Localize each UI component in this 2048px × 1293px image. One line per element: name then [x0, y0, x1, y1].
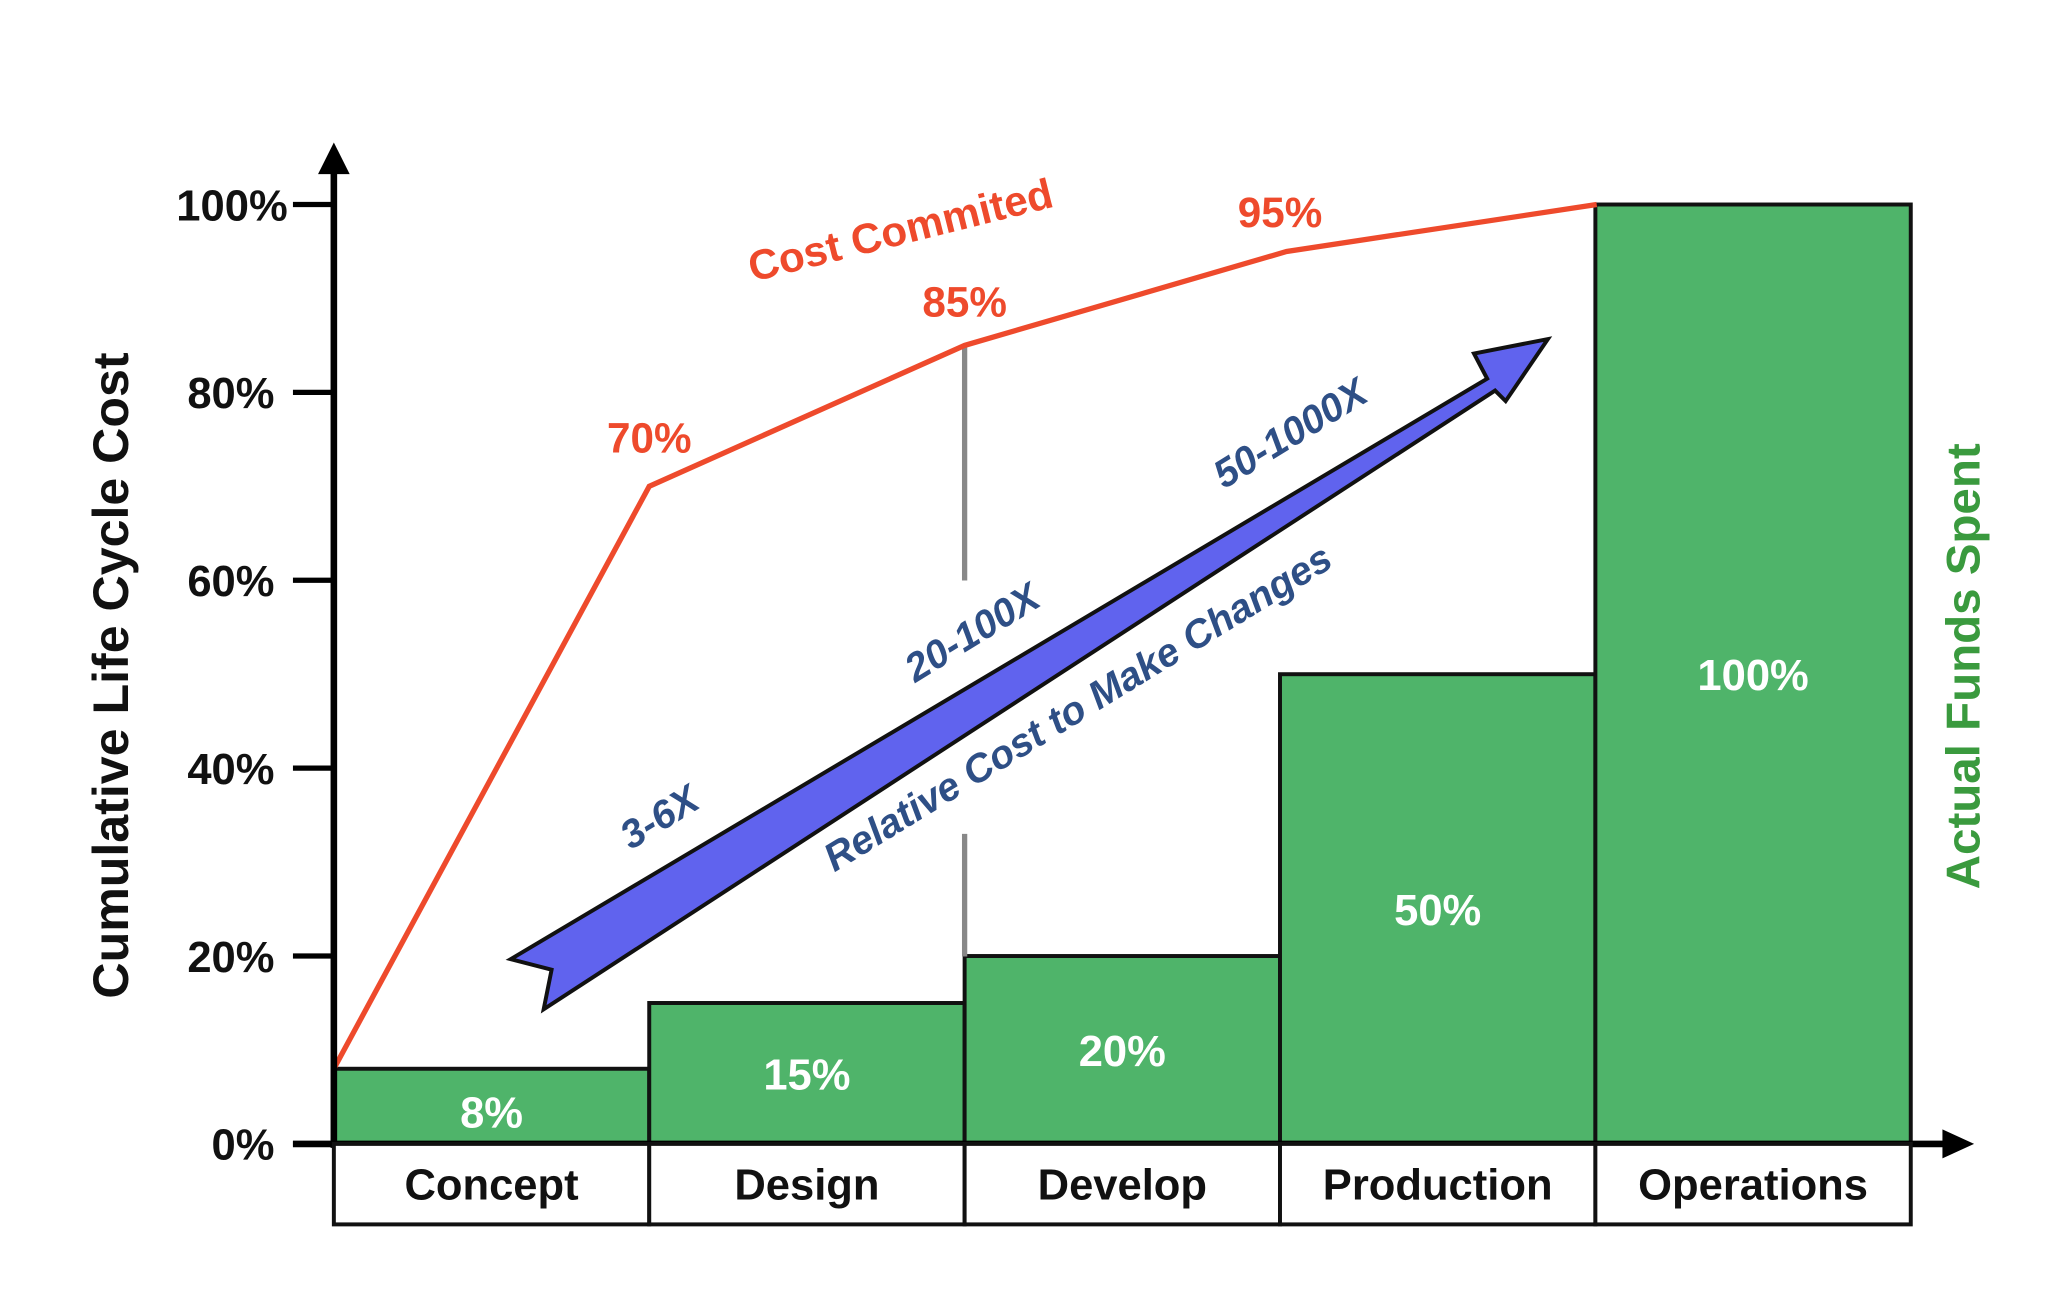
- bar-value-label: 8%: [460, 1089, 523, 1137]
- y-axis-arrowhead: [318, 142, 350, 175]
- x-tick-label: Production: [1323, 1161, 1553, 1209]
- y-tick-label: 60%: [187, 558, 274, 606]
- bar: [647, 1001, 967, 1146]
- bar-value-label: 50%: [1394, 887, 1481, 935]
- category-cell: [1278, 1141, 1598, 1227]
- category-cell: [331, 1141, 652, 1227]
- line-point-label: 85%: [922, 279, 1007, 326]
- bar: [962, 954, 1282, 1146]
- bar-value-label: 20%: [1079, 1028, 1166, 1076]
- x-tick-label: Operations: [1638, 1161, 1868, 1209]
- y-tick-label: 20%: [187, 934, 274, 982]
- category-cell: [1593, 1141, 1913, 1227]
- x-tick-label: Concept: [404, 1161, 578, 1209]
- bar-value-label: 15%: [763, 1051, 850, 1099]
- line-point-label: 70%: [607, 415, 692, 462]
- y-tick-label: 0%: [212, 1122, 275, 1170]
- y-tick-label: 100%: [176, 182, 287, 230]
- line-series-label: Cost Commited: [743, 169, 1057, 290]
- y2-axis-title: Actual Funds Spent: [1937, 443, 1990, 889]
- multiplier-label: 3-6X: [612, 776, 708, 859]
- x-tick-label: Design: [734, 1161, 879, 1209]
- x-tick-label: Develop: [1038, 1161, 1207, 1209]
- category-cell: [962, 1141, 1282, 1227]
- relative-cost-arrow: [505, 336, 1553, 1014]
- x-axis-arrowhead: [1942, 1129, 1975, 1159]
- cost-committed-line: [331, 201, 1598, 1071]
- bar: [1278, 672, 1598, 1146]
- arrow-label: Relative Cost to Make Changes: [816, 536, 1340, 880]
- y-tick-label: 40%: [187, 746, 274, 794]
- line-point-label: 95%: [1238, 189, 1323, 236]
- bar: [1593, 202, 1913, 1146]
- bar-value-label: 100%: [1697, 652, 1808, 700]
- y-tick-label: 80%: [187, 370, 274, 418]
- category-cell: [647, 1141, 967, 1227]
- y-axis-title: Cumulative Life Cycle Cost: [83, 352, 139, 998]
